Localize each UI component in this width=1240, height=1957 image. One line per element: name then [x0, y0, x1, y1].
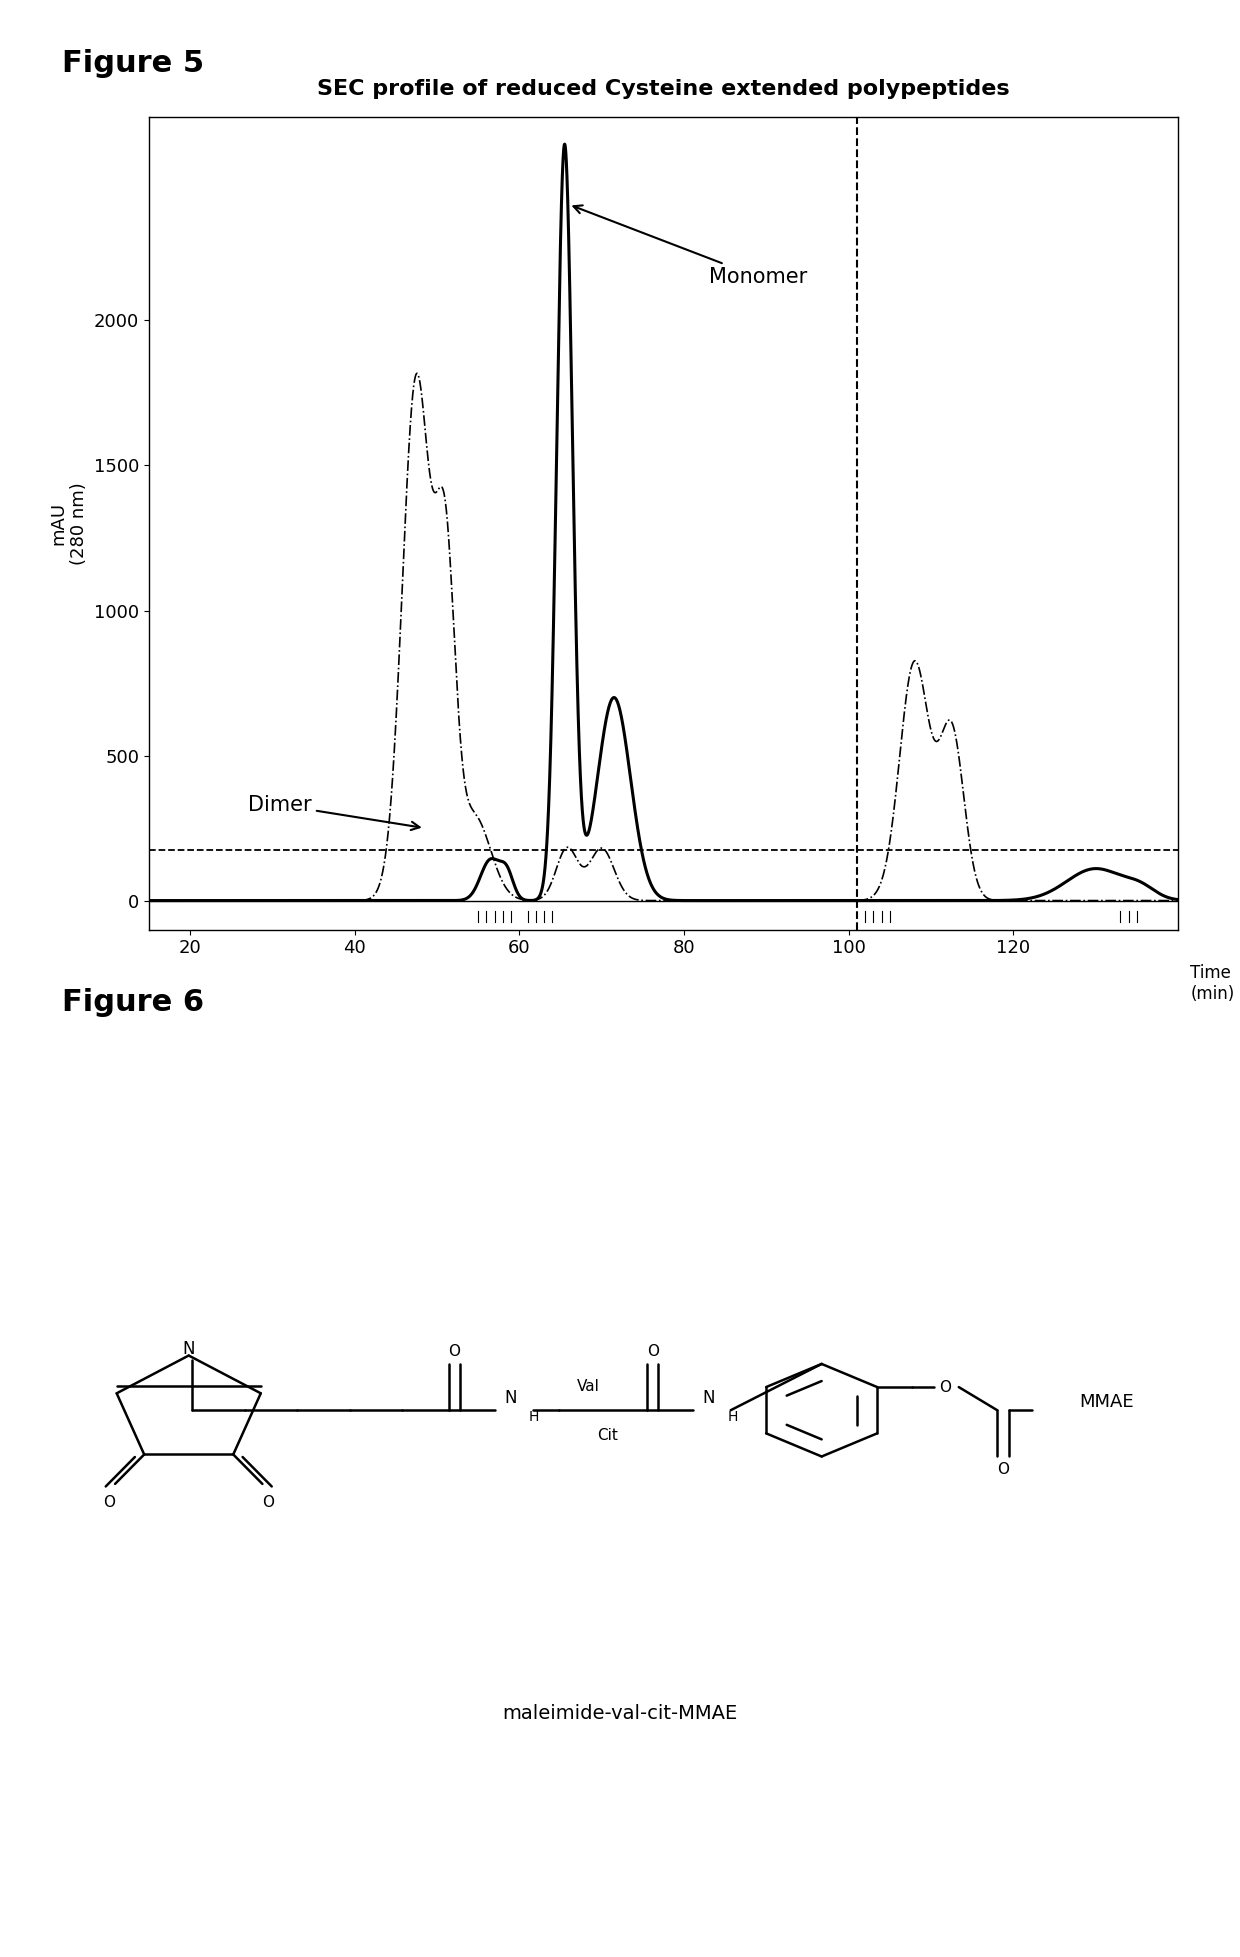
Text: Cit: Cit: [596, 1429, 618, 1442]
Text: N: N: [182, 1341, 195, 1358]
Text: O: O: [939, 1380, 951, 1395]
Text: N: N: [505, 1389, 517, 1407]
Text: N: N: [703, 1389, 715, 1407]
Text: Time
(min): Time (min): [1190, 965, 1235, 1004]
Text: O: O: [449, 1344, 460, 1358]
Text: Dimer: Dimer: [248, 795, 419, 830]
Text: maleimide-val-cit-MMAE: maleimide-val-cit-MMAE: [502, 1705, 738, 1722]
Text: O: O: [103, 1495, 115, 1511]
Text: Monomer: Monomer: [573, 205, 807, 288]
Text: H: H: [727, 1409, 738, 1425]
Text: O: O: [997, 1462, 1009, 1478]
Y-axis label: mAU
(280 nm): mAU (280 nm): [50, 481, 88, 566]
Text: Figure 5: Figure 5: [62, 49, 205, 78]
Text: MMAE: MMAE: [1079, 1393, 1133, 1411]
Text: O: O: [646, 1344, 658, 1358]
Text: O: O: [262, 1495, 274, 1511]
Title: SEC profile of reduced Cysteine extended polypeptides: SEC profile of reduced Cysteine extended…: [317, 78, 1009, 100]
Text: Figure 6: Figure 6: [62, 988, 205, 1018]
Text: Val: Val: [577, 1380, 600, 1393]
Text: H: H: [529, 1409, 539, 1425]
